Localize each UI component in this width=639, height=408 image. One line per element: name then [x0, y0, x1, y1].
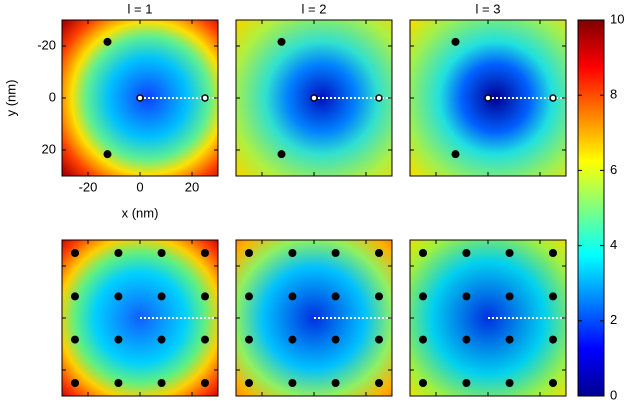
point: [201, 94, 209, 102]
point: [71, 379, 79, 387]
point: [71, 335, 79, 344]
x-tick-label: 0: [136, 179, 143, 194]
panel-frame: [235, 19, 393, 177]
point: [71, 249, 79, 257]
y-tick-label: -20: [37, 37, 56, 52]
colorbar-tick-label: 8: [610, 87, 617, 102]
point: [505, 292, 514, 301]
point: [114, 249, 123, 257]
point: [201, 379, 209, 387]
y-tick-label: 20: [42, 141, 56, 156]
point: [245, 292, 253, 301]
point: [245, 379, 253, 387]
point: [375, 94, 383, 102]
panel-frame: [409, 239, 567, 397]
point: [157, 292, 166, 301]
panel-frame: [235, 239, 393, 397]
point: [157, 249, 166, 257]
point: [157, 335, 166, 344]
point: [451, 37, 460, 46]
point: [288, 292, 297, 301]
colorbar-tick-label: 0: [610, 387, 617, 402]
point: [114, 379, 123, 387]
point: [375, 379, 383, 387]
point: [114, 335, 123, 344]
point: [136, 94, 144, 102]
point: [331, 379, 340, 387]
colorbar-tick-label: 10: [610, 11, 624, 26]
point: [375, 249, 383, 257]
point: [71, 292, 79, 301]
point: [419, 335, 427, 344]
x-axis-label: x (nm): [122, 205, 159, 220]
point: [288, 335, 297, 344]
point: [331, 335, 340, 344]
point: [549, 335, 557, 344]
point: [375, 335, 383, 344]
point: [157, 379, 166, 387]
point: [505, 379, 514, 387]
point: [505, 249, 514, 257]
point: [331, 292, 340, 301]
point: [462, 335, 471, 344]
point: [245, 335, 253, 344]
point: [549, 249, 557, 257]
panel-title: l = 2: [302, 1, 327, 16]
x-tick-label: -20: [79, 179, 98, 194]
point: [277, 150, 286, 159]
point: [310, 94, 318, 102]
point: [451, 150, 460, 159]
x-tick-label: 20: [185, 179, 199, 194]
point: [103, 150, 112, 159]
point: [201, 292, 209, 301]
point: [549, 379, 557, 387]
point: [201, 249, 209, 257]
point: [375, 292, 383, 301]
point: [462, 292, 471, 301]
panel-frame: [61, 19, 219, 177]
point: [462, 379, 471, 387]
y-axis-label: y (nm): [3, 80, 18, 117]
point: [103, 37, 112, 46]
point: [419, 249, 427, 257]
point: [549, 94, 557, 102]
point: [484, 94, 492, 102]
point: [419, 379, 427, 387]
panel-title: l = 1: [128, 1, 153, 16]
point: [201, 335, 209, 344]
point: [549, 292, 557, 301]
colorbar: [577, 19, 605, 397]
colorbar-tick-label: 6: [610, 162, 617, 177]
point: [419, 292, 427, 301]
point: [331, 249, 340, 257]
colorbar-tick-label: 4: [610, 237, 617, 252]
point: [505, 335, 514, 344]
panel-frame: [61, 239, 219, 397]
point: [288, 379, 297, 387]
colorbar-tick-label: 2: [610, 312, 617, 327]
panel-title: l = 3: [476, 1, 501, 16]
point: [288, 249, 297, 257]
point: [245, 249, 253, 257]
point: [277, 37, 286, 46]
point: [114, 292, 123, 301]
panel-frame: [409, 19, 567, 177]
y-tick-label: 0: [49, 89, 56, 104]
point: [462, 249, 471, 257]
